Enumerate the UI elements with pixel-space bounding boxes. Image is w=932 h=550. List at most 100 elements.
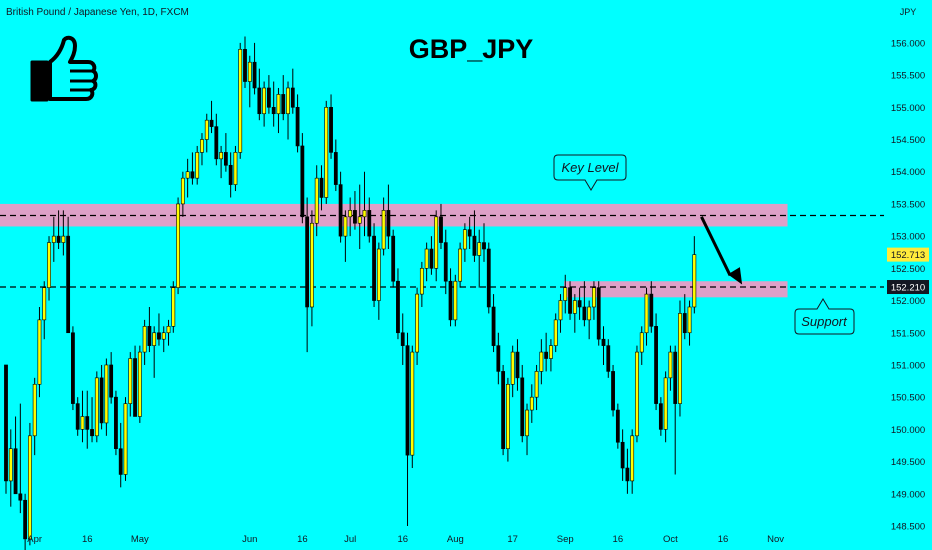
candle-bear xyxy=(295,106,300,147)
price-tick: 156.000 xyxy=(891,38,925,49)
time-tick: Aug xyxy=(447,534,464,545)
candle-bear xyxy=(23,499,28,540)
candle-bear xyxy=(4,364,8,482)
candle-bull xyxy=(32,383,37,437)
currency-label: JPY xyxy=(900,7,917,17)
candle-bull xyxy=(195,152,200,179)
candle-bear xyxy=(625,467,630,482)
candle-bear xyxy=(443,242,448,282)
candle-bear xyxy=(257,87,262,115)
candle-bull xyxy=(185,171,190,179)
arrow-head xyxy=(727,267,743,285)
candle-bear xyxy=(300,145,305,218)
candle-bull xyxy=(687,306,692,334)
candle-bear xyxy=(228,164,233,185)
candle-bear xyxy=(71,332,75,404)
candle-bear xyxy=(190,171,195,179)
candle-bear xyxy=(372,235,376,301)
candle-bull xyxy=(376,248,381,301)
candle-bull xyxy=(8,448,13,482)
time-tick: Apr xyxy=(27,534,42,545)
price-tick: 150.500 xyxy=(891,393,925,404)
candle-bull xyxy=(247,61,252,82)
candle-bull xyxy=(204,119,209,140)
candle-bull xyxy=(233,152,238,185)
candle-bull xyxy=(434,216,439,269)
candle-bear xyxy=(66,235,71,334)
candle-bull xyxy=(678,313,682,404)
candle-bull xyxy=(166,326,171,334)
time-tick: 16 xyxy=(718,534,729,545)
time-tick: Sep xyxy=(557,534,574,545)
time-axis[interactable]: Apr 16 May Jun 16 Jul 16 Aug 17 Sep 16 Oct 16 Nov xyxy=(27,534,784,545)
candle-bear xyxy=(658,403,663,430)
price-tick: 153.000 xyxy=(891,232,925,243)
candle-bull xyxy=(477,242,482,256)
candle-bear xyxy=(396,280,400,334)
candle-bear xyxy=(654,326,658,404)
candle-bear xyxy=(615,409,620,443)
candle-bull xyxy=(453,280,458,321)
support-callout[interactable]: Support xyxy=(794,298,855,335)
candle-bull xyxy=(51,235,56,243)
candle-bear xyxy=(290,87,295,108)
candle-bull xyxy=(137,351,142,417)
candle-bear xyxy=(673,351,678,404)
candle-bull xyxy=(663,377,668,430)
candle-bull xyxy=(410,351,415,456)
candle-bear xyxy=(386,210,391,237)
candle-bull xyxy=(161,332,166,340)
price-tick: 148.500 xyxy=(891,522,925,533)
candle-bear xyxy=(601,338,606,346)
candle-bull xyxy=(276,94,281,115)
candle-bear xyxy=(448,280,453,321)
candle-bull xyxy=(324,106,329,198)
candlestick-series xyxy=(4,36,697,550)
candle-bear xyxy=(400,332,405,346)
candle-bull xyxy=(553,319,558,346)
candle-bear xyxy=(147,326,152,346)
candle-bull xyxy=(668,351,673,379)
candle-bull xyxy=(424,248,429,269)
candle-bear xyxy=(157,332,161,340)
candle-bull xyxy=(692,254,697,308)
candle-bear xyxy=(353,210,357,224)
candle-bear xyxy=(429,248,434,269)
candle-bull xyxy=(238,49,243,153)
candle-bull xyxy=(592,287,596,308)
candle-bull xyxy=(644,293,649,334)
candle-bear xyxy=(118,448,123,475)
candle-bear xyxy=(577,300,582,308)
support-price-badge: 152.210 xyxy=(887,280,929,295)
thumbs-up-icon xyxy=(30,35,98,102)
candle-bull xyxy=(539,351,544,372)
candle-bear xyxy=(109,364,114,398)
key-level-callout[interactable]: Key Level xyxy=(553,154,627,191)
candle-bull xyxy=(630,435,635,482)
price-tick: 155.000 xyxy=(891,103,925,114)
candle-bull xyxy=(104,364,109,424)
candle-bull xyxy=(61,235,66,243)
candle-bear xyxy=(56,235,61,243)
candle-bull xyxy=(286,87,290,115)
candle-bear xyxy=(491,306,496,346)
candle-bear xyxy=(472,235,477,256)
candle-bear xyxy=(405,345,410,456)
candle-bull xyxy=(171,287,176,327)
price-tick: 150.000 xyxy=(891,425,925,436)
candle-bull xyxy=(505,383,510,450)
candle-bear xyxy=(209,119,214,127)
candle-bull xyxy=(152,332,157,346)
candle-bear xyxy=(568,287,572,314)
candle-bull xyxy=(128,358,133,404)
price-tick: 155.500 xyxy=(891,71,925,82)
time-tick: 16 xyxy=(297,534,308,545)
candle-bear xyxy=(482,242,486,250)
price-axis[interactable]: 156.000 155.500 155.000 154.500 154.000 153.5… xyxy=(891,38,925,532)
time-tick: 16 xyxy=(397,534,408,545)
candle-bear xyxy=(338,184,343,237)
support-zone xyxy=(564,281,788,298)
candle-bull xyxy=(458,248,463,282)
candle-bull xyxy=(37,319,42,385)
